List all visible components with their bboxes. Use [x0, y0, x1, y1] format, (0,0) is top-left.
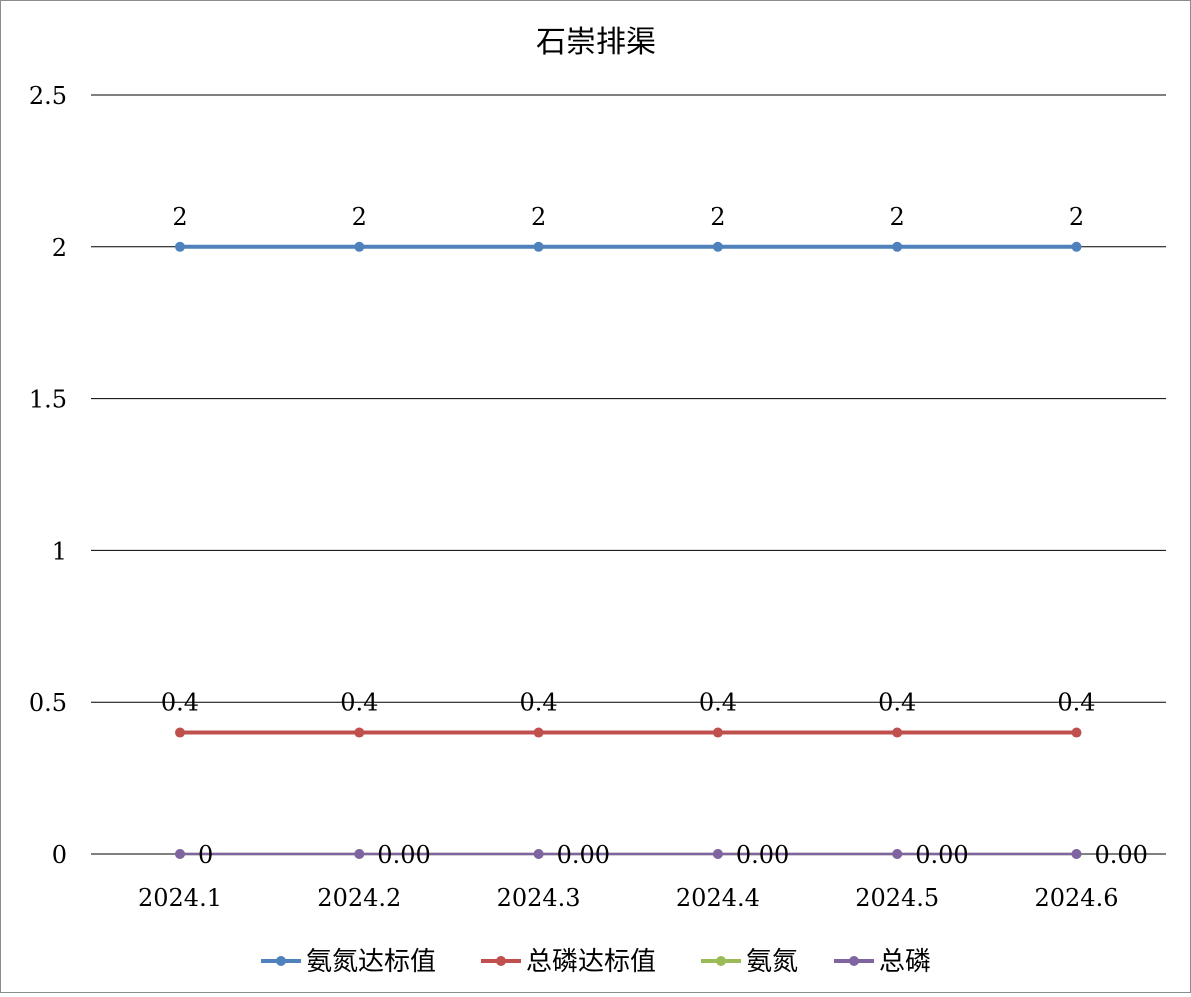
data-label: 2: [1069, 203, 1084, 231]
gridlines: [91, 94, 1166, 855]
data-label: 0.00: [557, 841, 610, 869]
y-tick-label: 2.5: [29, 82, 67, 110]
data-point: [175, 849, 185, 859]
data-label: 0.00: [736, 841, 789, 869]
x-tick-label: 2024.5: [855, 884, 939, 912]
legend-label: 氨氮达标值: [306, 947, 436, 977]
x-tick-label: 2024.4: [676, 884, 760, 912]
x-tick-label: 2024.6: [1035, 884, 1119, 912]
legend-label: 氨氮: [746, 947, 798, 977]
y-tick-label: 2: [52, 234, 67, 262]
data-label: 2: [890, 203, 905, 231]
data-label: 0.00: [915, 841, 968, 869]
legend-swatch-marker: [276, 956, 286, 966]
y-tick-label: 1: [52, 537, 67, 565]
legend-swatch-marker: [496, 956, 506, 966]
y-tick-label: 1.5: [29, 386, 67, 414]
data-point: [533, 849, 544, 859]
legend-label: 总磷达标值: [526, 947, 656, 977]
data-point: [533, 241, 544, 252]
data-point: [892, 849, 903, 859]
data-point: [1071, 849, 1082, 859]
data-point: [1071, 727, 1082, 738]
legend-swatch-marker: [849, 956, 859, 966]
data-point: [892, 241, 903, 252]
data-label: 0.4: [520, 689, 558, 717]
data-point: [354, 241, 365, 252]
y-axis-ticks: 0 0.5 1 1.5 2 2.5: [29, 82, 67, 869]
data-point: [175, 241, 185, 252]
data-label: 2: [352, 203, 367, 231]
data-label: 0.4: [699, 689, 737, 717]
data-label: 0.4: [340, 689, 378, 717]
y-tick-label: 0: [52, 841, 67, 869]
legend-item[interactable]: 氨氮: [701, 947, 798, 977]
data-labels: 2 2 2 2 2 2 0.4 0.4 0.4 0.4 0.4 0.4 0 0.00 0.00 0.00 0.0…: [161, 203, 1148, 869]
y-tick-label: 0.5: [29, 689, 67, 717]
data-label: 2: [172, 203, 187, 231]
data-point: [1071, 241, 1082, 252]
chart-title: 石崇排渠: [536, 25, 656, 60]
data-label: 0.4: [161, 689, 199, 717]
data-point: [533, 727, 544, 738]
x-tick-label: 2024.2: [317, 884, 401, 912]
series-group: [175, 241, 1082, 859]
data-point: [354, 849, 365, 859]
legend-item[interactable]: 总磷达标值: [481, 947, 656, 977]
data-label: 0.4: [878, 689, 916, 717]
data-point: [712, 241, 723, 252]
legend-swatch-marker: [716, 956, 726, 966]
legend-item[interactable]: 氨氮达标值: [261, 947, 436, 977]
data-point: [892, 727, 903, 738]
data-point: [175, 727, 185, 738]
data-label: 2: [710, 203, 725, 231]
data-point: [712, 727, 723, 738]
x-tick-label: 2024.3: [497, 884, 581, 912]
legend-item[interactable]: 总磷: [834, 947, 931, 977]
data-label: 0: [198, 841, 213, 869]
legend-label: 总磷: [879, 947, 931, 977]
data-point: [712, 849, 723, 859]
legend: 氨氮达标值 总磷达标值 氨氮 总磷: [261, 947, 931, 977]
data-label: 0.4: [1057, 689, 1095, 717]
data-label: 0.00: [377, 841, 430, 869]
data-label: 0.00: [1095, 841, 1148, 869]
data-label: 2: [531, 203, 546, 231]
x-tick-label: 2024.1: [138, 884, 222, 912]
x-axis-ticks: 2024.1 2024.2 2024.3 2024.4 2024.5 2024.6: [138, 884, 1118, 912]
data-point: [354, 727, 365, 738]
